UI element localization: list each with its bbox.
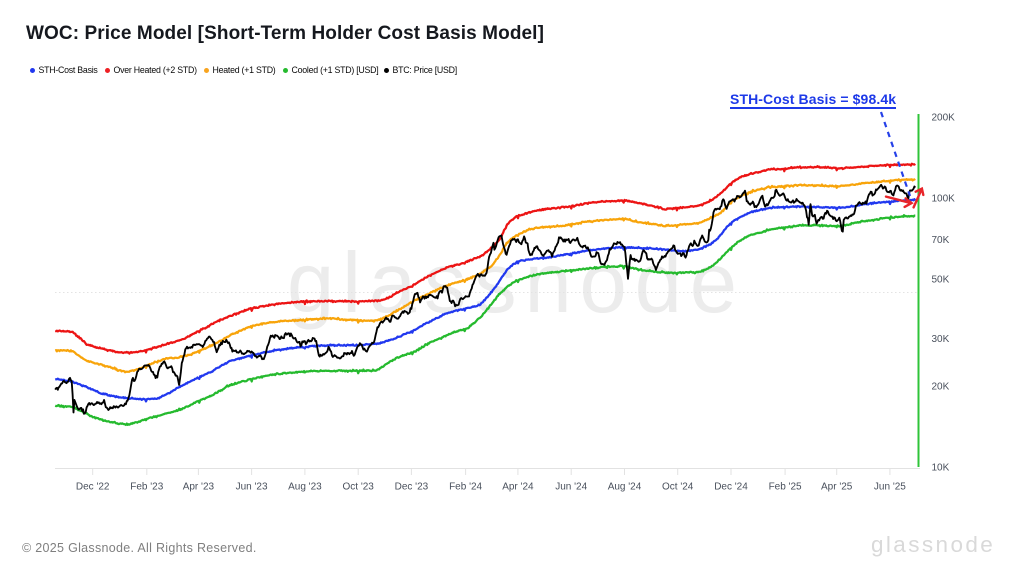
svg-text:Feb '25: Feb '25 — [769, 482, 802, 493]
svg-text:200K: 200K — [932, 113, 956, 124]
svg-text:100K: 100K — [932, 194, 956, 205]
svg-text:Aug '23: Aug '23 — [288, 482, 322, 493]
svg-text:30K: 30K — [932, 334, 950, 345]
svg-text:Oct '24: Oct '24 — [662, 482, 694, 493]
svg-text:Jun '23: Jun '23 — [236, 482, 268, 493]
svg-text:70K: 70K — [932, 235, 950, 246]
svg-text:50K: 50K — [932, 274, 950, 285]
svg-text:10K: 10K — [932, 462, 950, 473]
svg-text:Feb '24: Feb '24 — [449, 482, 482, 493]
svg-text:Jun '25: Jun '25 — [874, 482, 906, 493]
svg-text:Dec '24: Dec '24 — [714, 482, 748, 493]
svg-text:Feb '23: Feb '23 — [130, 482, 163, 493]
svg-text:Oct '23: Oct '23 — [343, 482, 375, 493]
svg-text:20K: 20K — [932, 381, 950, 392]
svg-text:Dec '22: Dec '22 — [76, 482, 110, 493]
svg-text:Apr '25: Apr '25 — [821, 482, 853, 493]
svg-text:Apr '24: Apr '24 — [502, 482, 534, 493]
svg-text:Jun '24: Jun '24 — [555, 482, 587, 493]
svg-text:Dec '23: Dec '23 — [395, 482, 429, 493]
svg-text:Apr '23: Apr '23 — [183, 482, 215, 493]
svg-text:Aug '24: Aug '24 — [608, 482, 642, 493]
